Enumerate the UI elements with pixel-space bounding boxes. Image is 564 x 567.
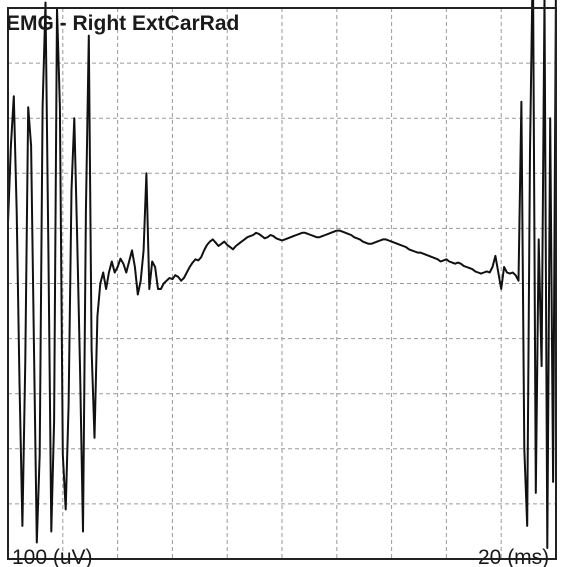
grid-lines [8,8,556,559]
emg-trace [7,0,557,549]
emg-trace-group [7,0,557,549]
chart-title: EMG - Right ExtCarRad [6,12,239,35]
amplitude-scale-label: 100 (uV) [12,546,93,567]
plot-frame [7,7,557,560]
time-scale-label: 20 (ms) [478,546,549,567]
